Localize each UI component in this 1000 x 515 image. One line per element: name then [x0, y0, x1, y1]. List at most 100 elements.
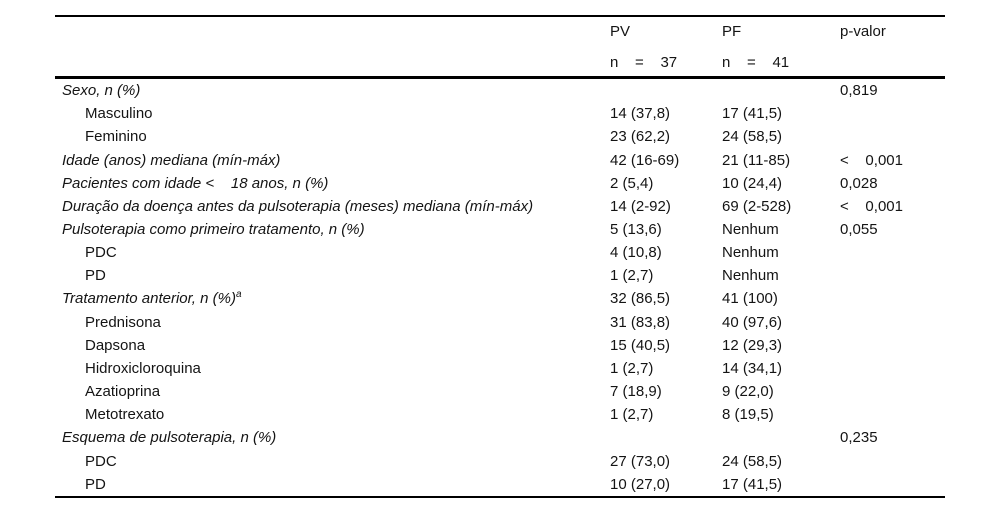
- row-label: PD: [55, 476, 610, 493]
- row-label: Masculino: [55, 105, 610, 122]
- row-label-text: Prednisona: [85, 313, 161, 331]
- header-spacer: [55, 54, 610, 71]
- comparison-table: PV PF p-valor n = 37 n = 41 Sexo, n (%) 0…: [55, 0, 945, 515]
- cell-pf-value: Nenhum: [722, 244, 779, 262]
- table-row: Hidroxicloroquina 1 (2,7) 14 (34,1): [55, 357, 945, 380]
- cell-pv-value: 14 (37,8): [610, 105, 671, 123]
- cell-pv-value: 27 (73,0): [610, 452, 671, 470]
- row-label-text: Azatioprina: [85, 383, 161, 401]
- row-label-text: PD: [85, 267, 106, 285]
- cell-pv-value: 23 (62,2): [610, 128, 671, 146]
- row-label-text: Pacientes com idade < 18 anos, n (%): [62, 174, 329, 192]
- row-label: Dapsona: [55, 337, 610, 354]
- row-label: Prednisona: [55, 314, 610, 331]
- cell-pv-value: 7 (18,9): [610, 383, 662, 401]
- header-spacer: [55, 23, 610, 40]
- cell-pf-value: 9 (22,0): [722, 383, 774, 401]
- row-label-text: Pulsoterapia como primeiro tratamento, n…: [62, 221, 365, 239]
- row-label-text: PDC: [85, 244, 117, 262]
- table-bottom-rule: [55, 496, 945, 498]
- table-row: PDC 4 (10,8) Nenhum: [55, 241, 945, 264]
- table-row: Sexo, n (%) 0,819: [55, 79, 945, 102]
- table-row: Pacientes com idade < 18 anos, n (%) 2 (5…: [55, 172, 945, 195]
- cell-pf-value: 8 (19,5): [722, 406, 774, 424]
- row-label: Esquema de pulsoterapia, n (%): [55, 429, 610, 446]
- row-label: Pulsoterapia como primeiro tratamento, n…: [55, 221, 610, 238]
- cell-p-value: 0,028: [840, 174, 878, 192]
- row-label: Pacientes com idade < 18 anos, n (%): [55, 175, 610, 192]
- cell-pf-value: 69 (2-528): [722, 197, 792, 215]
- column-subheader-p-empty: [840, 54, 945, 71]
- cell-pv-value: 5 (13,6): [610, 221, 662, 239]
- table-row: Prednisona 31 (83,8) 40 (97,6): [55, 311, 945, 334]
- cell-pf-value: 10 (24,4): [722, 174, 783, 192]
- cell-pv-value: 14 (2-92): [610, 197, 671, 215]
- table-row: Pulsoterapia como primeiro tratamento, n…: [55, 218, 945, 241]
- row-label-text: Hidroxicloroquina: [85, 359, 201, 377]
- table-row: Dapsona 15 (40,5) 12 (29,3): [55, 334, 945, 357]
- row-label-text: PDC: [85, 452, 117, 470]
- table-row: Tratamento anterior, n (%)a 32 (86,5) 41 (…: [55, 287, 945, 310]
- row-label-text: Feminino: [85, 128, 147, 146]
- cell-pf-value: 41 (100): [722, 290, 778, 308]
- cell-p-value: < 0,001: [840, 151, 903, 169]
- row-label-text: Tratamento anterior, n (%): [62, 290, 236, 308]
- cell-pv-value: 1 (2,7): [610, 406, 654, 424]
- table-row: PDC 27 (73,0) 24 (58,5): [55, 450, 945, 473]
- cell-pf-value: Nenhum: [722, 267, 779, 285]
- cell-pv-value: 10 (27,0): [610, 475, 671, 493]
- row-label: Duração da doença antes da pulsoterapia …: [55, 198, 610, 215]
- table-top-rule: [55, 15, 945, 17]
- column-header-pv: PV: [610, 23, 631, 40]
- cell-p-value: < 0,001: [840, 197, 903, 215]
- table-body: Sexo, n (%) 0,819 Masculino 14 (37,8) 17 (41…: [55, 79, 945, 496]
- cell-pf-value: 21 (11-85): [722, 151, 791, 169]
- cell-pf-value: Nenhum: [722, 221, 779, 239]
- row-label: Azatioprina: [55, 383, 610, 400]
- cell-pv-value: 1 (2,7): [610, 359, 654, 377]
- table-row: Esquema de pulsoterapia, n (%) 0,235: [55, 426, 945, 449]
- row-label-text: Metotrexato: [85, 406, 165, 424]
- cell-pf-value: 17 (41,5): [722, 475, 783, 493]
- footnote-marker: a: [235, 290, 242, 301]
- cell-pf-value: 24 (58,5): [722, 452, 783, 470]
- row-label-text: Esquema de pulsoterapia, n (%): [62, 429, 277, 447]
- cell-pv-value: 2 (5,4): [610, 174, 654, 192]
- cell-pv-value: 4 (10,8): [610, 244, 662, 262]
- row-label-text: Dapsona: [85, 336, 146, 354]
- row-label-text: Duração da doença antes da pulsoterapia …: [62, 197, 534, 215]
- table-header-rule: [55, 76, 945, 79]
- row-label: PDC: [55, 453, 610, 470]
- cell-pf-value: 40 (97,6): [722, 313, 783, 331]
- row-label-text: PD: [85, 475, 106, 493]
- cell-pv-value: 32 (86,5): [610, 290, 671, 308]
- row-label: Metotrexato: [55, 406, 610, 423]
- row-label: PD: [55, 267, 610, 284]
- table-header: PV PF p-valor n = 37 n = 41: [55, 17, 945, 76]
- cell-pf-value: 12 (29,3): [722, 336, 783, 354]
- column-subheader-pf-n: n = 41: [722, 54, 790, 71]
- row-label: Hidroxicloroquina: [55, 360, 610, 377]
- row-label: PDC: [55, 244, 610, 261]
- row-label-text: Masculino: [85, 105, 153, 123]
- table-row: PD 10 (27,0) 17 (41,5): [55, 473, 945, 496]
- cell-pf-value: 17 (41,5): [722, 105, 783, 123]
- column-header-p-value: p-valor: [840, 23, 886, 40]
- table-row: Azatioprina 7 (18,9) 9 (22,0): [55, 380, 945, 403]
- table-row: Feminino 23 (62,2) 24 (58,5): [55, 125, 945, 148]
- cell-pv-value: 15 (40,5): [610, 336, 671, 354]
- table-row: Duração da doença antes da pulsoterapia …: [55, 195, 945, 218]
- column-n-row: n = 37 n = 41: [55, 54, 945, 71]
- cell-pv-value: 31 (83,8): [610, 313, 671, 331]
- table-row: Metotrexato 1 (2,7) 8 (19,5): [55, 403, 945, 426]
- column-subheader-pv-n: n = 37: [610, 54, 678, 71]
- cell-pf-value: 14 (34,1): [722, 359, 783, 377]
- row-label: Idade (anos) mediana (mín-máx): [55, 152, 610, 169]
- row-label-text: Sexo, n (%): [62, 82, 141, 100]
- cell-p-value: 0,055: [840, 221, 878, 239]
- table-row: Masculino 14 (37,8) 17 (41,5): [55, 102, 945, 125]
- column-header-pf: PF: [722, 23, 742, 40]
- row-label: Feminino: [55, 128, 610, 145]
- row-label-text: Idade (anos) mediana (mín-máx): [62, 151, 281, 169]
